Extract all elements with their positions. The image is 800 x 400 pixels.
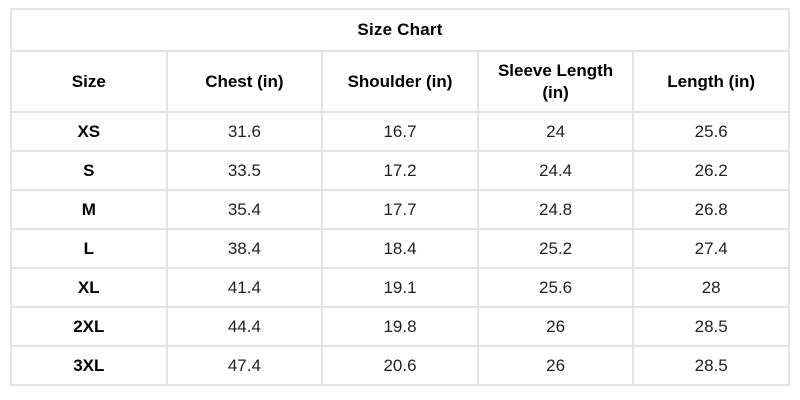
value-cell: 16.7 bbox=[321, 111, 479, 152]
value-cell: 38.4 bbox=[165, 228, 324, 269]
table-row: L 38.4 18.4 25.2 27.4 bbox=[10, 228, 790, 269]
table-head: Size Chart Size Chest (in) Shoulder (in)… bbox=[10, 8, 790, 113]
value-cell: 17.2 bbox=[321, 150, 479, 191]
size-cell: L bbox=[10, 228, 168, 269]
value-cell: 26.8 bbox=[632, 189, 790, 230]
size-cell: 2XL bbox=[10, 306, 168, 347]
column-header-sleeve: Sleeve Length (in) bbox=[476, 50, 635, 113]
value-cell: 24.8 bbox=[476, 189, 635, 230]
table-body: XS 31.6 16.7 24 25.6 S 33.5 17.2 24.4 26.2 M 35.4 17… bbox=[10, 111, 790, 386]
size-cell: M bbox=[10, 189, 168, 230]
table-title: Size Chart bbox=[10, 8, 790, 52]
size-chart-table: Size Chart Size Chest (in) Shoulder (in)… bbox=[10, 8, 790, 386]
value-cell: 20.6 bbox=[321, 345, 479, 386]
table-row: XL 41.4 19.1 25.6 28 bbox=[10, 267, 790, 308]
table-row: 2XL 44.4 19.8 26 28.5 bbox=[10, 306, 790, 347]
table-title-row: Size Chart bbox=[10, 8, 790, 52]
value-cell: 28.5 bbox=[632, 306, 790, 347]
value-cell: 19.8 bbox=[321, 306, 479, 347]
value-cell: 28.5 bbox=[632, 345, 790, 386]
column-header-length: Length (in) bbox=[632, 50, 790, 113]
value-cell: 26.2 bbox=[632, 150, 790, 191]
value-cell: 17.7 bbox=[321, 189, 479, 230]
value-cell: 24.4 bbox=[476, 150, 635, 191]
value-cell: 26 bbox=[476, 345, 635, 386]
value-cell: 26 bbox=[476, 306, 635, 347]
table-row: 3XL 47.4 20.6 26 28.5 bbox=[10, 345, 790, 386]
value-cell: 47.4 bbox=[165, 345, 324, 386]
size-cell: S bbox=[10, 150, 168, 191]
value-cell: 33.5 bbox=[165, 150, 324, 191]
size-cell: 3XL bbox=[10, 345, 168, 386]
size-chart-container: Size Chart Size Chest (in) Shoulder (in)… bbox=[10, 8, 790, 386]
size-cell: XS bbox=[10, 111, 168, 152]
value-cell: 35.4 bbox=[165, 189, 324, 230]
value-cell: 19.1 bbox=[321, 267, 479, 308]
value-cell: 25.2 bbox=[476, 228, 635, 269]
value-cell: 44.4 bbox=[165, 306, 324, 347]
column-header-size: Size bbox=[10, 50, 168, 113]
value-cell: 41.4 bbox=[165, 267, 324, 308]
table-row: S 33.5 17.2 24.4 26.2 bbox=[10, 150, 790, 191]
size-cell: XL bbox=[10, 267, 168, 308]
table-row: M 35.4 17.7 24.8 26.8 bbox=[10, 189, 790, 230]
value-cell: 27.4 bbox=[632, 228, 790, 269]
value-cell: 24 bbox=[476, 111, 635, 152]
value-cell: 28 bbox=[632, 267, 790, 308]
column-header-chest: Chest (in) bbox=[165, 50, 324, 113]
value-cell: 25.6 bbox=[476, 267, 635, 308]
table-row: XS 31.6 16.7 24 25.6 bbox=[10, 111, 790, 152]
value-cell: 18.4 bbox=[321, 228, 479, 269]
table-header-row: Size Chest (in) Shoulder (in) Sleeve Len… bbox=[10, 50, 790, 113]
value-cell: 31.6 bbox=[165, 111, 324, 152]
column-header-shoulder: Shoulder (in) bbox=[321, 50, 479, 113]
value-cell: 25.6 bbox=[632, 111, 790, 152]
